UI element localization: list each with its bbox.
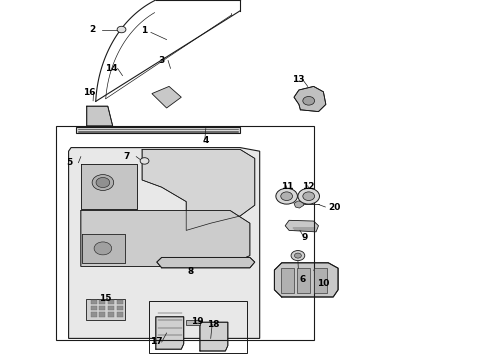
Polygon shape [274,263,338,297]
Text: 7: 7 [123,152,130,161]
Text: 6: 6 [299,275,305,284]
Polygon shape [297,268,310,293]
Text: 1: 1 [142,26,147,35]
Text: 9: 9 [301,233,308,242]
Bar [91,300,97,304]
Circle shape [291,251,305,261]
Polygon shape [82,234,125,263]
Circle shape [294,253,301,258]
Circle shape [298,188,319,204]
Bar [108,312,114,317]
Circle shape [303,192,315,201]
Circle shape [96,177,110,188]
Polygon shape [142,149,255,230]
Bar [149,301,247,353]
Bar [117,306,123,310]
Circle shape [117,26,126,33]
Bar [99,300,105,304]
Bar [91,312,97,317]
Circle shape [92,175,114,190]
Polygon shape [285,220,319,232]
Bar [56,126,314,340]
Circle shape [276,188,297,204]
Bar [186,320,200,325]
Polygon shape [281,268,294,293]
Polygon shape [314,268,327,293]
Bar [99,306,105,310]
Polygon shape [81,164,137,209]
Polygon shape [87,106,113,126]
Text: 20: 20 [328,202,341,211]
Circle shape [281,192,293,201]
Text: 12: 12 [302,182,315,191]
Text: 2: 2 [89,25,96,34]
Bar [108,300,114,304]
Bar [108,306,114,310]
Text: 16: 16 [83,88,96,97]
Text: 8: 8 [188,267,194,276]
Bar [117,312,123,317]
Text: 4: 4 [202,136,209,145]
Text: 17: 17 [150,338,163,346]
Polygon shape [69,148,260,338]
Circle shape [303,96,315,105]
Text: 19: 19 [191,317,203,326]
Bar [117,300,123,304]
Text: 14: 14 [105,64,118,73]
Bar [76,127,240,133]
Polygon shape [294,201,304,208]
Circle shape [94,242,112,255]
Text: 5: 5 [66,158,73,167]
Circle shape [140,158,149,164]
Polygon shape [152,86,181,108]
Polygon shape [156,317,184,349]
Text: 18: 18 [207,320,220,329]
Text: 3: 3 [159,56,165,65]
Bar [99,312,105,317]
Text: 10: 10 [317,279,330,288]
Bar [86,299,125,320]
Polygon shape [81,211,250,266]
Bar [91,306,97,310]
Polygon shape [200,322,228,351]
Text: 11: 11 [281,182,294,191]
Polygon shape [294,86,326,112]
Polygon shape [157,257,255,268]
Text: 15: 15 [99,294,112,302]
Text: 13: 13 [292,75,304,84]
